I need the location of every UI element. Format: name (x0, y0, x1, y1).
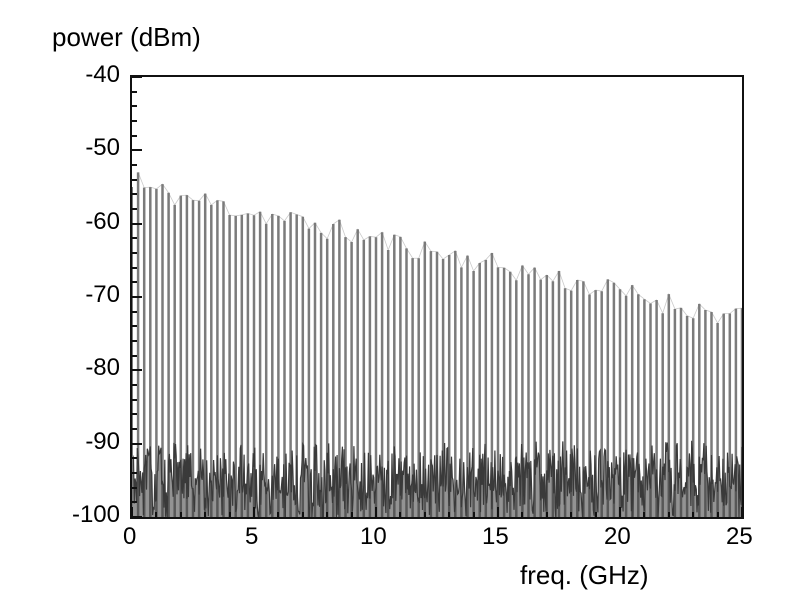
y-tick-label: -100 (72, 501, 120, 529)
spectrum-chart: power (dBm) freq. (GHz) -40 -50 -60 -70 -80 -… (0, 0, 791, 613)
spectrum-trace (132, 77, 742, 517)
y-tick-label: -80 (85, 354, 120, 382)
x-tick-label: 0 (123, 523, 136, 551)
y-tick-label: -40 (85, 61, 120, 89)
y-tick-label: -60 (85, 208, 120, 236)
x-tick-label: 10 (360, 523, 387, 551)
y-tick-label: -90 (85, 428, 120, 456)
x-tick-label: 20 (604, 523, 631, 551)
x-tick-label: 25 (726, 523, 753, 551)
x-tick-label: 5 (245, 523, 258, 551)
y-tick-label: -70 (85, 281, 120, 309)
plot-area (130, 75, 744, 519)
x-tick-label: 15 (482, 523, 509, 551)
x-axis-label: freq. (GHz) (520, 560, 649, 591)
y-tick-label: -50 (85, 134, 120, 162)
y-axis-label: power (dBm) (52, 22, 201, 53)
